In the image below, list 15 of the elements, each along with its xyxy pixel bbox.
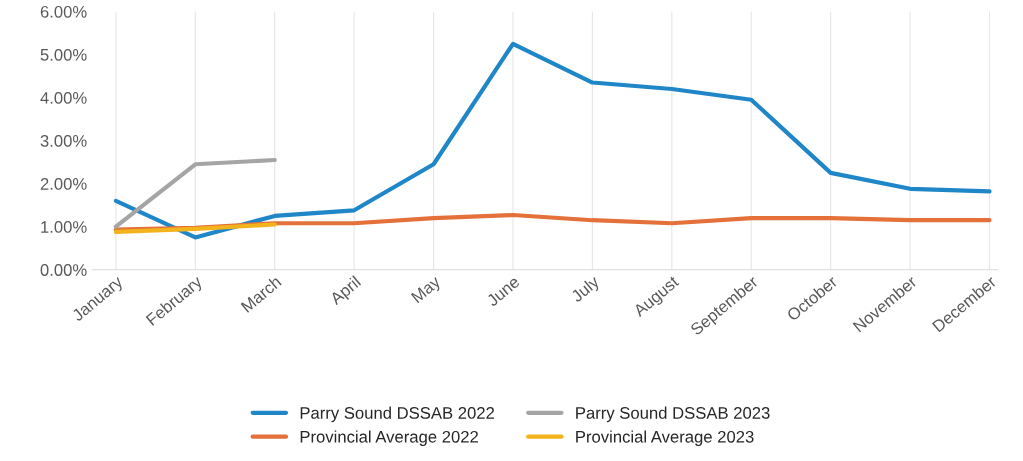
- legend-label: Provincial Average 2023: [576, 430, 754, 446]
- y-tick-label: 5.00%: [40, 48, 87, 61]
- y-tick-label: 4.00%: [40, 91, 87, 104]
- y-tick-label: 2.00%: [40, 178, 87, 190]
- legend-label: Parry Sound DSSAB 2023: [576, 406, 770, 423]
- y-tick-label: 1.00%: [41, 221, 87, 233]
- legend-label: Parry Sound DSSAB 2022: [300, 406, 494, 423]
- legend-label: Provincial Average 2022: [300, 430, 478, 446]
- line-series: [113, 41, 992, 240]
- y-tick-label: 3.00%: [40, 135, 87, 147]
- y-tick-label: 6.00%: [40, 5, 87, 18]
- y-tick-label: 0.00%: [40, 264, 87, 276]
- x-tick-label: July: [569, 274, 603, 306]
- x-tick-label: May: [410, 275, 444, 306]
- x-tick-label: June: [485, 275, 521, 307]
